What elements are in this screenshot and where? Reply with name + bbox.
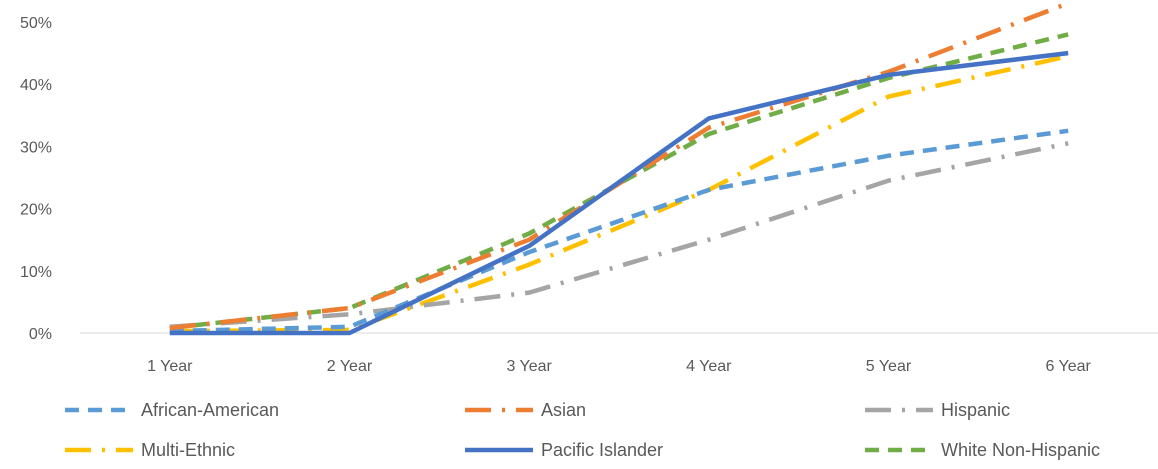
series-line-hispanic	[169, 141, 1069, 330]
legend-label-multi-ethnic: Multi-Ethnic	[141, 440, 235, 460]
legend-label-hispanic: Hispanic	[941, 400, 1010, 420]
y-tick-label: 20%	[20, 202, 52, 219]
legend-label-pacific-islander: Pacific Islander	[541, 440, 663, 460]
y-tick-label: 30%	[20, 139, 52, 156]
series-line-white-non-hispanic	[169, 32, 1069, 331]
series-line-african-american	[169, 128, 1069, 334]
y-tick-label: 50%	[20, 15, 52, 32]
series-line-pacific-islander	[169, 50, 1069, 336]
x-tick-label: 4 Year	[686, 358, 732, 375]
legend-label-asian: Asian	[541, 400, 586, 420]
legend-label-white-non-hispanic: White Non-Hispanic	[941, 440, 1100, 460]
x-tick-label: 1 Year	[147, 358, 193, 375]
legend-label-african-american: African-American	[141, 400, 279, 420]
y-tick-label: 40%	[20, 77, 52, 94]
series-line-asian	[169, 1, 1070, 331]
y-tick-label: 10%	[20, 264, 52, 281]
x-tick-label: 6 Year	[1045, 358, 1091, 375]
y-tick-label: 0%	[29, 326, 52, 343]
chart-legend: African-American Asian Hispanic Multi-Ethni…	[65, 400, 1100, 460]
plot-area: 0% 10% 20% 30% 40% 50% 1 Year 2 Year 3 Year 4 Yea…	[20, 1, 1158, 375]
x-tick-label: 2 Year	[327, 358, 373, 375]
x-tick-label: 3 Year	[506, 358, 552, 375]
x-tick-label: 5 Year	[866, 358, 912, 375]
series-line-multi-ethnic	[169, 54, 1069, 334]
